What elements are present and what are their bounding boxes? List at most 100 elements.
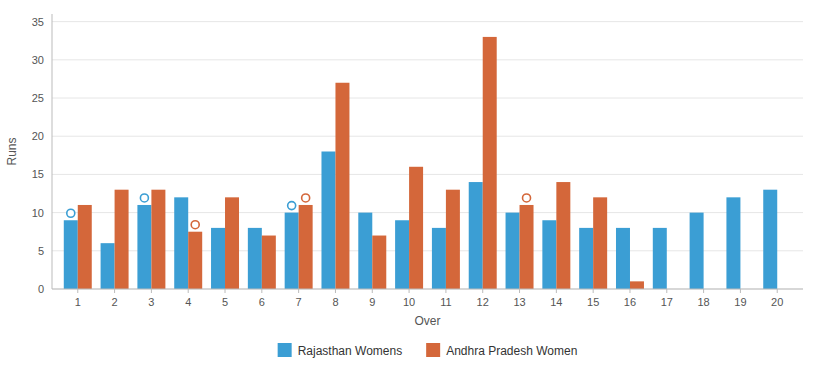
bar bbox=[579, 228, 593, 289]
bar bbox=[556, 182, 570, 289]
bar bbox=[520, 205, 534, 289]
x-axis-line bbox=[52, 289, 803, 290]
x-tick bbox=[225, 289, 226, 293]
x-tick-label: 6 bbox=[259, 296, 265, 308]
bar bbox=[432, 228, 446, 289]
x-tick-label: 8 bbox=[332, 296, 338, 308]
x-tick-label: 5 bbox=[222, 296, 228, 308]
wicket-marker bbox=[523, 194, 531, 202]
wicket-marker bbox=[288, 202, 296, 210]
bar bbox=[542, 220, 556, 289]
y-tick-label: 25 bbox=[32, 92, 44, 104]
x-tick bbox=[261, 289, 262, 293]
bar bbox=[64, 220, 78, 289]
x-tick bbox=[335, 289, 336, 293]
x-tick-label: 3 bbox=[148, 296, 154, 308]
x-tick bbox=[114, 289, 115, 293]
x-tick-label: 12 bbox=[477, 296, 489, 308]
bar bbox=[653, 228, 667, 289]
bar bbox=[409, 167, 423, 289]
bar bbox=[262, 236, 276, 289]
x-tick bbox=[703, 289, 704, 293]
x-tick bbox=[740, 289, 741, 293]
x-tick bbox=[666, 289, 667, 293]
bar bbox=[335, 83, 349, 289]
wicket-marker bbox=[191, 221, 199, 229]
x-tick-label: 19 bbox=[734, 296, 746, 308]
x-tick-label: 2 bbox=[112, 296, 118, 308]
bar bbox=[115, 190, 129, 289]
bar bbox=[137, 205, 151, 289]
x-tick-label: 10 bbox=[403, 296, 415, 308]
y-tick-label: 5 bbox=[38, 245, 44, 257]
y-tick-label: 20 bbox=[32, 130, 44, 142]
y-tick-label: 0 bbox=[38, 283, 44, 295]
x-tick-label: 11 bbox=[440, 296, 451, 308]
x-tick-label: 15 bbox=[587, 296, 599, 308]
bar bbox=[151, 190, 165, 289]
grid-line bbox=[52, 21, 803, 22]
bar bbox=[174, 197, 188, 289]
x-tick-label: 7 bbox=[296, 296, 302, 308]
bar bbox=[299, 205, 313, 289]
plot-area bbox=[64, 37, 777, 289]
x-axis-label: Over bbox=[414, 314, 440, 328]
bar bbox=[446, 190, 460, 289]
x-tick-label: 16 bbox=[624, 296, 636, 308]
legend-item: Andhra Pradesh Women bbox=[426, 343, 577, 358]
x-tick bbox=[519, 289, 520, 293]
y-tick-label: 35 bbox=[32, 16, 44, 28]
grid-line bbox=[52, 59, 803, 60]
x-tick bbox=[482, 289, 483, 293]
x-tick bbox=[77, 289, 78, 293]
grid-line bbox=[52, 98, 803, 99]
chart: 0510152025303512345678910111213141516171… bbox=[0, 0, 819, 367]
bar bbox=[188, 232, 202, 289]
bar bbox=[630, 281, 644, 289]
legend-label: Rajasthan Womens bbox=[298, 344, 403, 358]
y-tick-label: 10 bbox=[32, 207, 44, 219]
grid-line bbox=[52, 174, 803, 175]
bar bbox=[616, 228, 630, 289]
bar bbox=[763, 190, 777, 289]
legend: Rajasthan Womens Andhra Pradesh Women bbox=[278, 343, 578, 358]
wicket-marker bbox=[140, 194, 148, 202]
legend-swatch bbox=[426, 343, 440, 357]
x-tick bbox=[188, 289, 189, 293]
x-tick bbox=[629, 289, 630, 293]
legend-label: Andhra Pradesh Women bbox=[446, 344, 577, 358]
x-tick-label: 13 bbox=[513, 296, 525, 308]
y-tick-label: 30 bbox=[32, 54, 44, 66]
bar bbox=[469, 182, 483, 289]
x-tick-label: 4 bbox=[185, 296, 191, 308]
bar bbox=[248, 228, 262, 289]
x-tick bbox=[777, 289, 778, 293]
bar bbox=[225, 197, 239, 289]
x-tick bbox=[445, 289, 446, 293]
x-tick bbox=[409, 289, 410, 293]
bar bbox=[506, 213, 520, 289]
bar bbox=[395, 220, 409, 289]
bar bbox=[321, 152, 335, 290]
grid-line bbox=[52, 136, 803, 137]
y-axis-line bbox=[52, 14, 53, 289]
grid-line bbox=[52, 289, 803, 290]
legend-swatch bbox=[278, 343, 292, 357]
bar bbox=[285, 213, 299, 289]
x-tick bbox=[151, 289, 152, 293]
bar bbox=[372, 236, 386, 289]
x-tick-label: 1 bbox=[75, 296, 81, 308]
wicket-marker bbox=[302, 194, 310, 202]
x-tick bbox=[556, 289, 557, 293]
x-tick-label: 9 bbox=[369, 296, 375, 308]
bar bbox=[101, 243, 115, 289]
bar bbox=[726, 197, 740, 289]
x-tick bbox=[298, 289, 299, 293]
x-tick-label: 20 bbox=[771, 296, 783, 308]
x-tick bbox=[593, 289, 594, 293]
x-tick-label: 14 bbox=[550, 296, 562, 308]
x-tick-label: 17 bbox=[661, 296, 673, 308]
wicket-marker bbox=[67, 209, 75, 217]
y-tick-label: 15 bbox=[32, 168, 44, 180]
y-axis-label: Runs bbox=[5, 137, 19, 165]
